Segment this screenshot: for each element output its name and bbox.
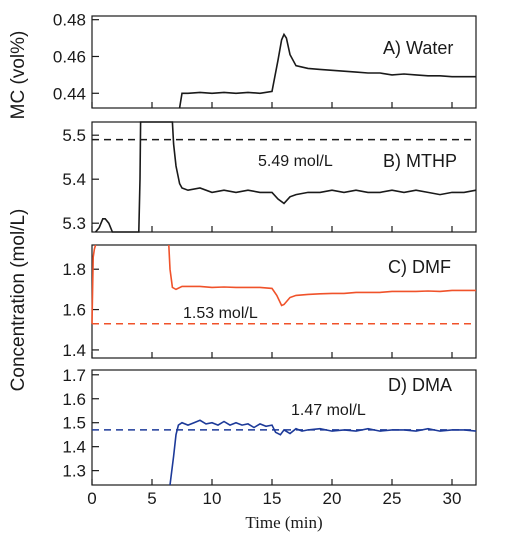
panel-1-y-tick-label-2: 5.3 xyxy=(62,214,86,233)
panel-1-y-tick-label-1: 5.4 xyxy=(62,170,86,189)
panel-3-y-tick-label-3: 1.4 xyxy=(62,438,86,457)
shared-y-axis-label: Concentration (mol/L) xyxy=(8,209,29,392)
panel-d-label: D) DMA xyxy=(388,375,452,395)
panel-a-y-axis-label: MC (vol%) xyxy=(8,31,29,120)
panel-d-frame xyxy=(91,369,477,486)
panel-d-y-ticks: 1.7 1.6 1.5 1.4 1.3 xyxy=(62,366,99,481)
x-tick-label-0: 0 xyxy=(87,489,96,508)
panel-a-label: A) Water xyxy=(383,38,453,58)
panel-0-y-tick-label-0: 0.48 xyxy=(53,11,86,30)
panel-0-y-tick-label-1: 0.46 xyxy=(53,47,86,66)
x-axis-ticks: 0 5 10 15 20 25 30 xyxy=(87,102,461,508)
panel-b-frame xyxy=(91,121,477,233)
panel-3-y-tick-label-1: 1.6 xyxy=(62,390,86,409)
panel-0-y-tick-label-2: 0.44 xyxy=(53,84,86,103)
panel-d: 1.7 1.6 1.5 1.4 1.3 1.47 mol/L D) DMA xyxy=(62,366,477,486)
panel-b-mthp-line xyxy=(94,121,477,233)
panel-c-dmf-line-start xyxy=(91,244,97,324)
panel-c-label: C) DMF xyxy=(388,257,451,277)
panel-d-dma-line xyxy=(169,419,477,486)
x-tick-label-3: 15 xyxy=(263,489,282,508)
panel-2-y-tick-label-0: 1.8 xyxy=(62,260,86,279)
x-tick-label-5: 25 xyxy=(383,489,402,508)
panel-3-y-tick-label-2: 1.5 xyxy=(62,414,86,433)
panel-b-y-ticks: 5.5 5.4 5.3 xyxy=(62,126,99,233)
panel-a-y-ticks: 0.48 0.46 0.44 xyxy=(53,11,99,103)
panel-c-dmf-line xyxy=(168,244,476,307)
panel-1-y-tick-label-0: 5.5 xyxy=(62,126,86,145)
panel-c-reference-label: 1.53 mol/L xyxy=(183,305,258,322)
panel-c: 1.8 1.6 1.4 1.53 mol/L C) DMF xyxy=(62,244,477,360)
x-tick-label-1: 5 xyxy=(147,489,156,508)
panel-2-y-tick-label-1: 1.6 xyxy=(62,301,86,320)
panel-a: 0.48 0.46 0.44 A) Water xyxy=(53,11,477,109)
panel-d-reference-label: 1.47 mol/L xyxy=(291,402,366,419)
panel-b-reference-label: 5.49 mol/L xyxy=(258,153,333,170)
x-tick-label-4: 20 xyxy=(323,489,342,508)
x-tick-label-2: 10 xyxy=(203,489,222,508)
panel-b: 5.5 5.4 5.3 5.49 mol/L B) MTHP xyxy=(62,121,477,233)
panel-3-y-tick-label-4: 1.3 xyxy=(62,462,86,481)
panel-b-label: B) MTHP xyxy=(383,151,457,171)
panel-3-y-tick-label-0: 1.7 xyxy=(62,366,86,385)
panel-c-y-ticks: 1.8 1.6 1.4 xyxy=(62,260,99,360)
x-tick-label-6: 30 xyxy=(443,489,462,508)
x-axis-label: Time (min) xyxy=(245,513,322,532)
panel-a-frame xyxy=(91,15,477,109)
panel-a-water-line xyxy=(178,32,476,109)
panel-2-y-tick-label-2: 1.4 xyxy=(62,341,86,360)
